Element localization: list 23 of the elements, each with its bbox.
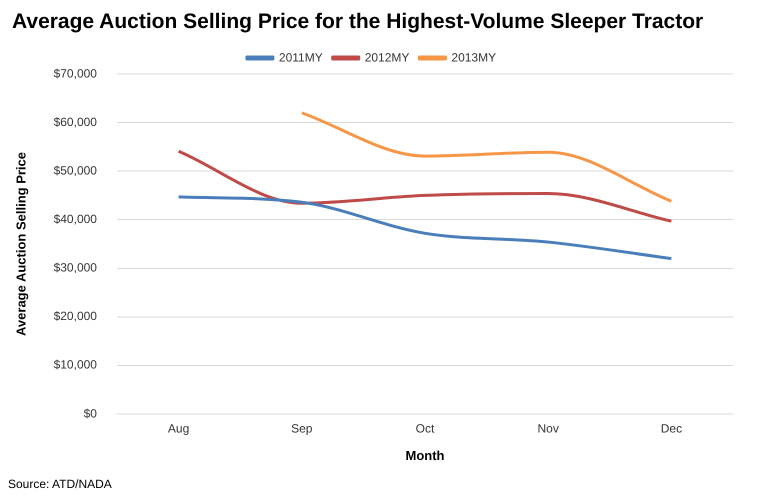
line-series	[177, 195, 673, 260]
source-note: Source: ATD/NADA	[8, 477, 112, 491]
y-tick-label: $40,000	[54, 212, 98, 226]
x-tick-label: Oct	[416, 422, 435, 436]
chart-title: Average Auction Selling Price for the Highest-Volume Sleeper Tractor	[12, 10, 704, 34]
legend-label: 2011MY	[278, 50, 323, 64]
x-tick-label: Nov	[538, 422, 559, 436]
line-series	[300, 111, 673, 203]
y-axis-title: Average Auction Selling Price	[13, 152, 28, 336]
x-tick-label: Aug	[168, 422, 190, 436]
y-tick-label: $30,000	[54, 260, 98, 275]
y-tick-label: $0	[84, 406, 98, 420]
legend-label: 2013MY	[451, 50, 496, 64]
x-tick-label: Dec	[660, 422, 682, 436]
x-axis-title: Month	[405, 448, 445, 463]
x-tick-label: Sep	[291, 422, 313, 436]
line-series	[177, 150, 673, 223]
y-tick-label: $10,000	[54, 358, 98, 372]
y-tick-label: $60,000	[54, 114, 98, 129]
y-tick-label: $20,000	[54, 309, 98, 324]
y-tick-label: $70,000	[54, 66, 98, 80]
y-tick-label: $50,000	[54, 163, 98, 178]
legend-label: 2012MY	[364, 50, 410, 64]
